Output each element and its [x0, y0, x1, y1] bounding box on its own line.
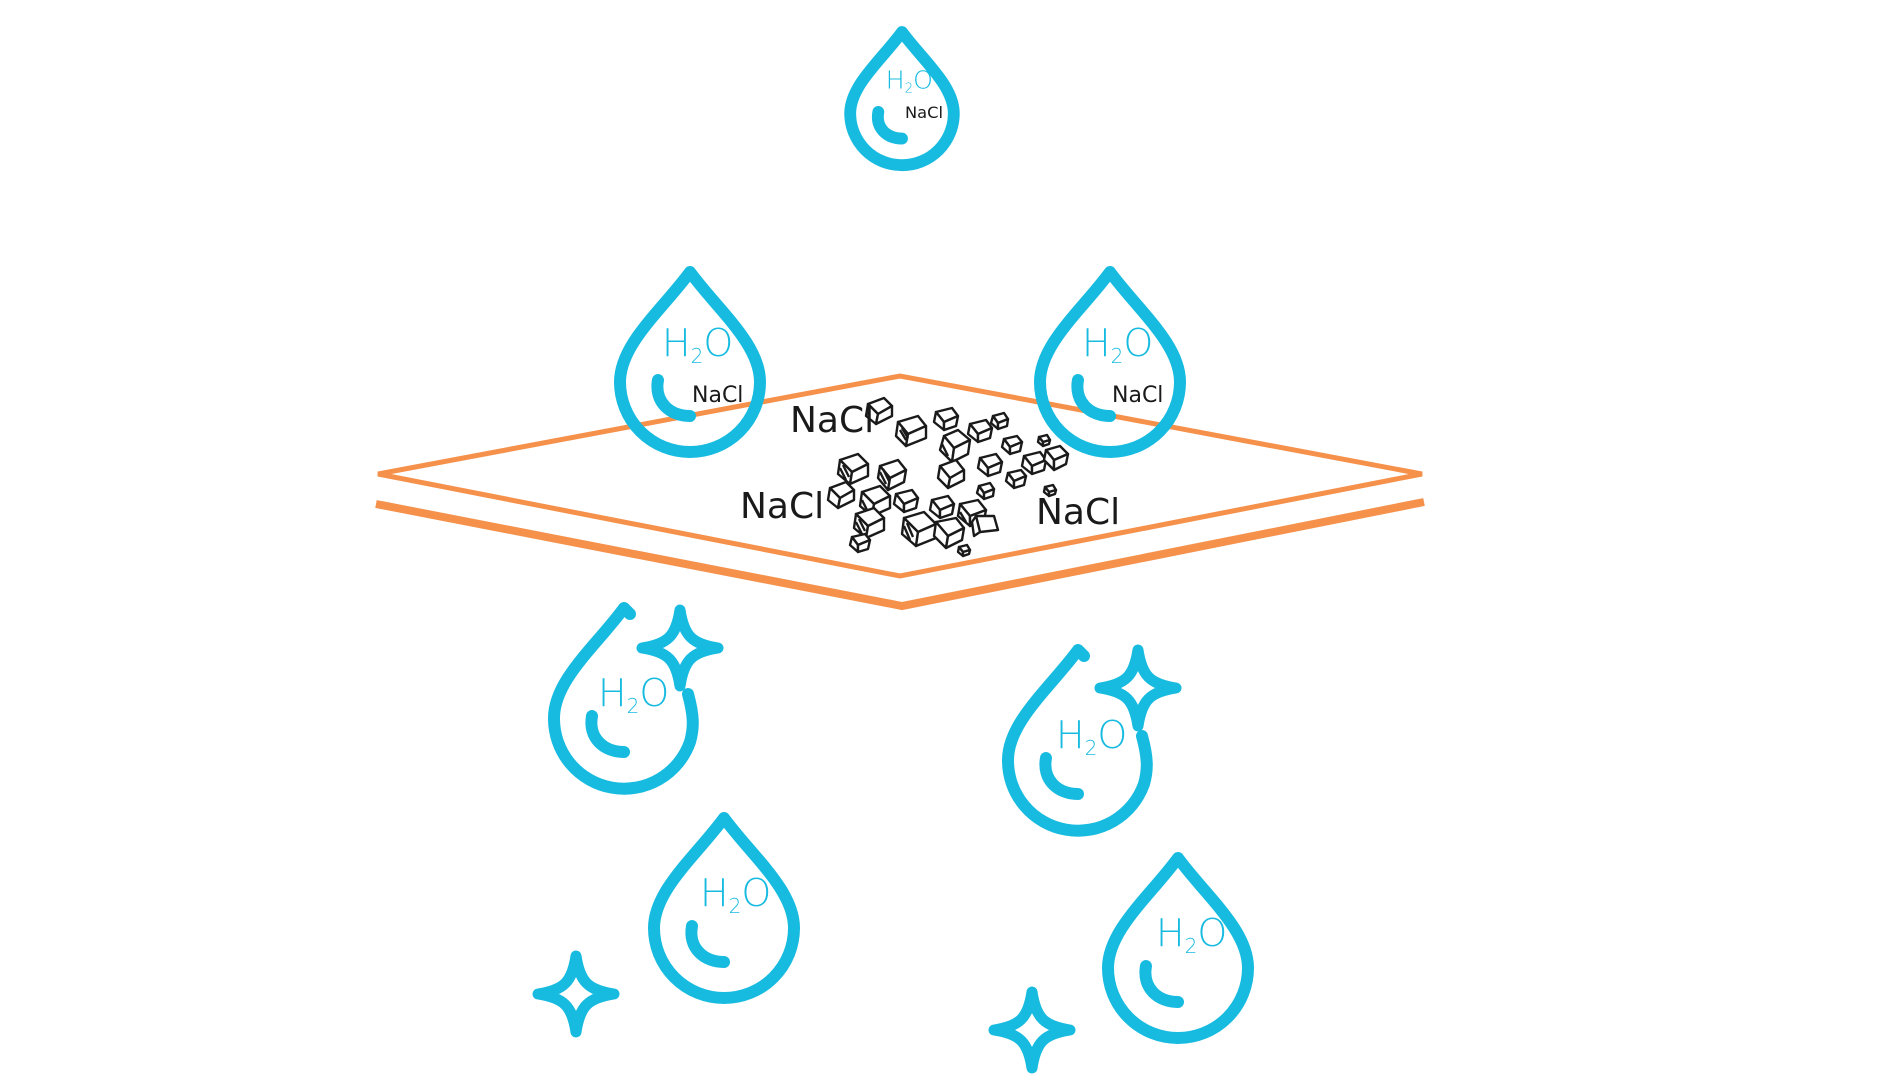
- salty-drop-top: H2O NaCl: [850, 32, 954, 165]
- salt-crystals: [826, 396, 1070, 558]
- salt-crystal-icon: [989, 411, 1010, 431]
- drop-label-h2o: H2O: [700, 871, 771, 918]
- filter-top-plane: [377, 373, 1423, 579]
- drop-label-nacl: NaCl: [692, 383, 743, 408]
- salt-crystal-icon: [956, 543, 972, 558]
- salt-crystal-icon: [1036, 433, 1052, 448]
- salty-drop-right: H2O NaCl: [1040, 272, 1180, 452]
- salt-crystal-icon: [932, 516, 966, 550]
- salt-crystal-icon: [892, 488, 920, 514]
- salt-crystal-icon: [932, 406, 960, 432]
- clean-drop-left-lower: H2O: [654, 818, 794, 998]
- salt-crystal-icon: [1042, 483, 1058, 498]
- drop-label-nacl: NaCl: [905, 103, 943, 122]
- salt-crystal-icon: [900, 510, 938, 548]
- salt-label-top: NaCl: [790, 400, 874, 441]
- drop-label-h2o: H2O: [1156, 911, 1227, 958]
- drop-label-h2o: H2O: [1082, 321, 1153, 368]
- salt-crystal-icon: [876, 458, 908, 492]
- sparkle-icon: [538, 956, 614, 1032]
- salt-crystal-icon: [1000, 434, 1024, 456]
- salt-crystal-icon: [1004, 468, 1028, 490]
- filter-bottom-edge: [375, 498, 1425, 611]
- drop-label-h2o: H2O: [886, 65, 933, 96]
- salt-label-left: NaCl: [740, 486, 824, 527]
- drop-label-nacl: NaCl: [1112, 383, 1163, 408]
- sparkle-icon: [994, 992, 1070, 1068]
- clean-drop-left-upper: H2O: [554, 608, 718, 789]
- clean-drop-right-upper: H2O: [1008, 650, 1176, 831]
- salt-crystal-icon: [928, 494, 956, 520]
- salty-drops: H2O NaCl H2O NaCl H2O NaCl: [620, 32, 1180, 452]
- salt-crystal-icon: [1042, 444, 1070, 472]
- drop-highlight: [657, 380, 690, 416]
- salt-crystal-icon: [970, 514, 1000, 538]
- drop-highlight: [1045, 758, 1078, 794]
- salt-crystal-icon: [894, 414, 928, 448]
- drop-label-h2o: H2O: [662, 321, 733, 368]
- filter-membrane: [375, 373, 1425, 611]
- salt-label-right: NaCl: [1036, 492, 1120, 533]
- water-drop-icon: [850, 32, 954, 165]
- drop-label-h2o: H2O: [1056, 713, 1127, 760]
- drop-highlight: [878, 112, 902, 139]
- clean-drops: H2O H2O H2O H2O: [538, 608, 1248, 1068]
- drop-highlight: [1145, 966, 1178, 1002]
- salt-crystal-icon: [864, 396, 894, 426]
- salt-labels: NaCl NaCl NaCl: [740, 400, 1120, 533]
- drop-highlight: [691, 926, 724, 962]
- salt-crystal-icon: [938, 428, 972, 464]
- salt-crystal-icon: [976, 452, 1004, 478]
- salt-crystal-icon: [1020, 450, 1048, 476]
- salt-crystal-icon: [852, 506, 886, 540]
- drop-label-h2o: H2O: [598, 671, 669, 718]
- salt-crystal-icon: [848, 532, 872, 554]
- drop-highlight: [591, 716, 624, 752]
- salt-crystal-icon: [836, 452, 870, 486]
- salt-crystal-icon: [966, 418, 994, 444]
- salt-crystal-icon: [826, 480, 856, 510]
- clean-drop-right-lower: H2O: [1108, 858, 1248, 1038]
- salt-crystal-icon: [936, 458, 966, 490]
- salt-crystal-icon: [975, 481, 996, 501]
- salty-drop-left: H2O NaCl: [620, 272, 760, 452]
- drop-highlight: [1077, 380, 1110, 416]
- salt-crystal-icon: [858, 484, 892, 518]
